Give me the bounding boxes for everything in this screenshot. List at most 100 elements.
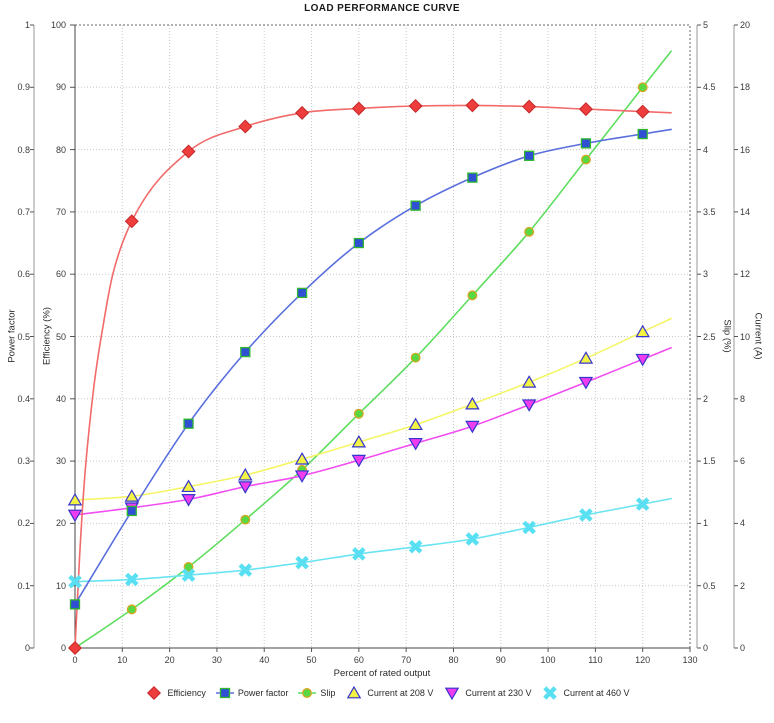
data-point: [578, 376, 594, 390]
efficiency-tick-label: 100: [50, 20, 66, 30]
chart-title: LOAD PERFORMANCE CURVE: [304, 3, 460, 14]
data-point: [351, 454, 367, 468]
data-point: [351, 434, 367, 448]
data-point: [124, 214, 139, 229]
legend-item-efficiency: Efficiency: [144, 685, 206, 701]
slip-tick-label: 1.5: [703, 456, 716, 467]
current-tick-label: 20: [740, 20, 751, 30]
data-point: [408, 98, 423, 113]
data-point: [126, 505, 137, 517]
data-point: [637, 82, 648, 93]
legend-label: Slip: [320, 688, 336, 698]
data-point: [240, 514, 251, 525]
data-point: [522, 99, 537, 114]
legend-item-current-at-208-v: Current at 208 V: [344, 685, 433, 701]
series-current-at-208-v-markers: [67, 324, 650, 506]
x-tick-label: 100: [540, 655, 556, 665]
current-at-230-v-marker-icon: [445, 687, 460, 701]
power-factor-tick-label: 0.6: [17, 269, 30, 280]
data-point: [183, 418, 194, 429]
data-point: [69, 599, 81, 610]
slip-tick-label: 4.5: [703, 82, 716, 93]
data-point: [408, 540, 423, 554]
data-point: [445, 687, 460, 701]
power-factor-tick-label: 0.1: [17, 580, 30, 591]
data-point: [465, 396, 480, 410]
efficiency-tick-label: 80: [55, 144, 66, 155]
data-point: [635, 497, 650, 511]
data-point: [524, 150, 535, 161]
efficiency-tick-label: 60: [55, 269, 66, 280]
series-efficiency-line: [74, 104, 672, 649]
x-tick-label: 60: [353, 655, 364, 665]
data-point: [181, 479, 196, 493]
series-power-factor-line: [74, 128, 672, 606]
x-tick-label: 50: [306, 655, 317, 665]
current-tick-label: 8: [740, 393, 746, 404]
power-factor-tick-label: 0.8: [17, 144, 30, 155]
data-point: [181, 144, 196, 159]
data-point: [240, 346, 251, 358]
slip-tick-label: 2: [703, 393, 709, 404]
series-power-factor-markers: [69, 128, 648, 610]
data-point: [578, 351, 594, 364]
slip-tick-label: 1: [703, 518, 709, 529]
slip-tick-label: 4: [703, 144, 709, 155]
series-current-at-230-v-markers: [67, 353, 650, 523]
current-tick-label: 16: [740, 144, 751, 155]
power-factor-tick-label: 0: [24, 643, 30, 653]
x-tick-label: 70: [401, 655, 412, 665]
power-factor-tick-label: 0.9: [17, 82, 30, 93]
data-point: [580, 154, 591, 165]
data-point: [465, 532, 480, 546]
data-point: [637, 128, 648, 140]
legend-item-current-at-460-v: Current at 460 V: [540, 685, 630, 701]
efficiency-tick-label: 90: [55, 82, 66, 93]
data-point: [294, 452, 310, 465]
data-point: [302, 688, 313, 698]
current-tick-label: 14: [740, 206, 751, 217]
slip-marker-icon: [298, 688, 317, 698]
data-point: [521, 375, 537, 388]
data-point: [410, 352, 421, 363]
data-point: [347, 685, 362, 699]
slip-tick-label: 0.5: [703, 580, 716, 591]
efficiency-marker-icon: [147, 685, 162, 701]
efficiency-tick-label: 70: [55, 206, 66, 217]
slip-tick-label: 3.5: [703, 206, 716, 217]
legend-label: Current at 230 V: [465, 688, 532, 698]
data-point: [635, 324, 650, 338]
current-tick-label: 12: [740, 269, 751, 280]
x-tick-label: 80: [448, 655, 459, 665]
data-point: [579, 508, 593, 522]
data-point: [522, 520, 536, 535]
efficiency-tick-label: 10: [55, 580, 66, 591]
data-point: [294, 470, 310, 483]
data-point: [219, 687, 230, 699]
x-tick-label: 120: [635, 655, 651, 665]
current-at-460-v-marker-icon: [543, 686, 558, 700]
current-tick-label: 0: [740, 643, 746, 653]
legend-item-slip: Slip: [297, 685, 335, 701]
series-efficiency-markers: [67, 98, 650, 656]
data-point: [352, 547, 366, 561]
legend-item-power-factor: Power factor: [215, 685, 288, 701]
data-point: [238, 481, 253, 494]
x-tick-label: 20: [164, 655, 175, 665]
data-point: [465, 420, 480, 434]
data-point: [353, 237, 364, 249]
gridlines: [75, 25, 690, 648]
current-at-208-v-marker-icon: [347, 685, 362, 699]
x-tick-label: 130: [682, 655, 698, 665]
power-factor-tick-label: 0.2: [17, 518, 30, 529]
data-point: [635, 104, 650, 119]
series-current-at-208-v-line: [74, 317, 672, 501]
efficiency-tick-label: 20: [55, 518, 66, 529]
data-point: [238, 119, 253, 134]
x-tick-label: 90: [495, 655, 506, 665]
data-point: [351, 101, 366, 116]
current-tick-label: 2: [740, 580, 746, 591]
slip-tick-label: 0: [703, 643, 709, 653]
